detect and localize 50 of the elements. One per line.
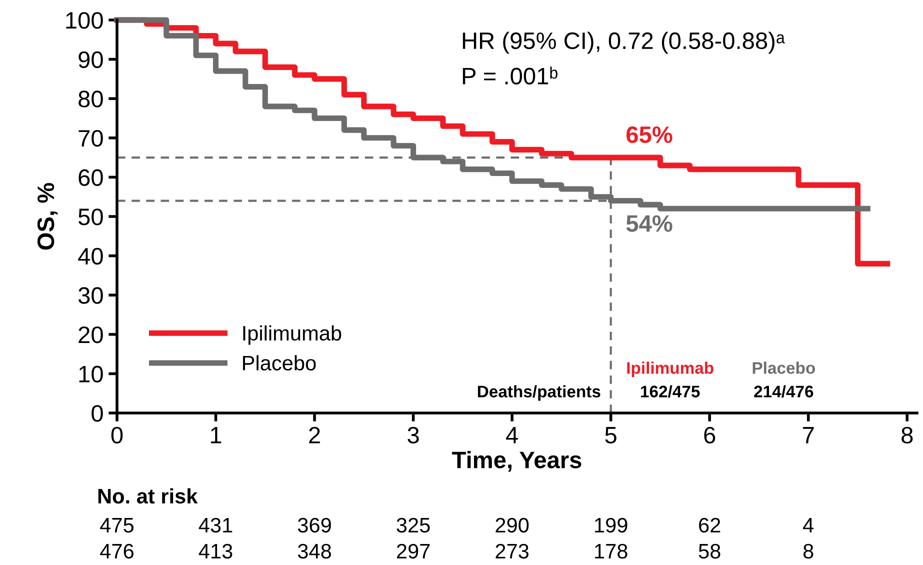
x-tick-label: 1 xyxy=(211,427,222,444)
y-tick-label: 80 xyxy=(78,90,103,108)
text: 413 xyxy=(198,544,232,559)
x-tick-label: 8 xyxy=(902,426,913,444)
text: 290 xyxy=(496,518,529,533)
annotation: P = .001ᵇ xyxy=(462,66,558,85)
annotation: HR (95% CI), 0.72 (0.58-0.88)ᵃ xyxy=(462,32,785,54)
text: 273 xyxy=(496,544,529,559)
y-tick-label: 10 xyxy=(79,366,103,382)
y-tick-label: 40 xyxy=(78,248,103,265)
legend-label: Ipilimumab xyxy=(243,325,342,345)
text: 178 xyxy=(595,544,628,559)
text: 476 xyxy=(100,544,134,559)
annotation: Placebo xyxy=(752,362,815,374)
x-tick-label: 5 xyxy=(605,427,616,444)
text: 8 xyxy=(803,544,814,559)
text: 297 xyxy=(396,544,430,559)
text: 348 xyxy=(298,544,332,559)
annotation: 162/475 xyxy=(641,385,700,398)
text: 325 xyxy=(396,518,430,533)
text: 431 xyxy=(198,518,232,533)
x-tick-label: 3 xyxy=(408,426,419,444)
ref-line-label: 65% xyxy=(626,126,672,144)
text: 58 xyxy=(698,544,720,559)
annotation: 214/476 xyxy=(754,385,814,398)
y-tick-label: 90 xyxy=(78,51,103,68)
text: No. at risk xyxy=(98,488,198,504)
y-tick-label: 60 xyxy=(78,169,103,186)
text: 199 xyxy=(595,518,628,533)
y-tick-label: 50 xyxy=(78,208,103,226)
y-tick-label: 30 xyxy=(78,287,103,304)
annotation: Ipilimumab xyxy=(627,362,714,378)
x-axis-title: Time, Years xyxy=(452,450,582,472)
y-tick-label: 100 xyxy=(66,12,103,29)
x-tick-label: 7 xyxy=(803,427,814,444)
text: 62 xyxy=(699,518,720,533)
text: 369 xyxy=(298,518,331,533)
x-tick-label: 2 xyxy=(309,426,320,444)
x-tick-label: 6 xyxy=(704,426,716,444)
x-tick-label: 4 xyxy=(506,427,518,444)
ref-line-label: 54% xyxy=(626,215,672,232)
y-axis-title: OS, % xyxy=(37,183,58,250)
y-tick-label: 20 xyxy=(78,326,103,344)
y-tick-label: 70 xyxy=(78,130,103,147)
text: 475 xyxy=(100,518,134,533)
y-tick-label: 0 xyxy=(92,405,103,422)
annotation: Deaths/patients xyxy=(478,385,600,401)
text: 4 xyxy=(803,518,814,532)
x-tick-label: 0 xyxy=(111,426,123,444)
legend-label: Placebo xyxy=(243,355,316,370)
